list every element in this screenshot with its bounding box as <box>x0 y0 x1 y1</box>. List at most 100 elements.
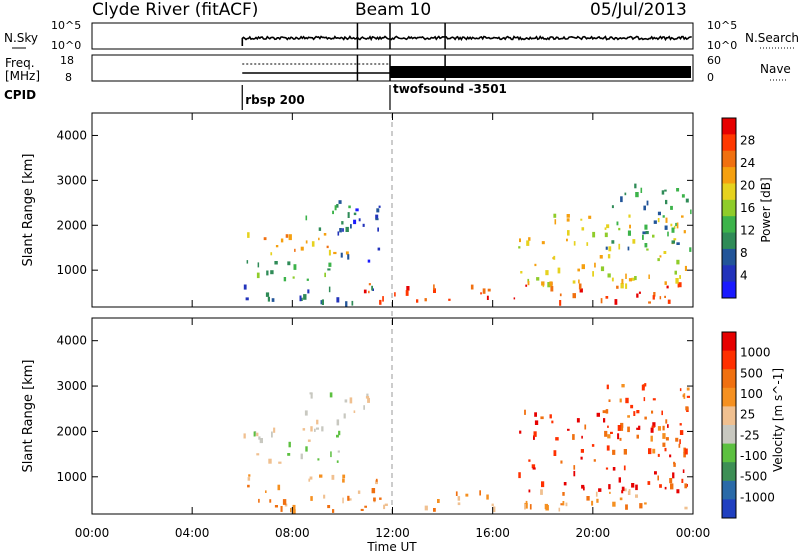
heatmap-cell <box>646 248 649 251</box>
heatmap-cell <box>592 231 596 238</box>
heatmap-cell <box>690 209 692 215</box>
heatmap-cell <box>620 426 624 431</box>
heatmap-cell <box>513 297 516 300</box>
heatmap-cell <box>572 293 576 299</box>
heatmap-cell <box>433 284 435 290</box>
heatmap-cell <box>661 190 665 195</box>
heatmap-cell <box>371 488 376 494</box>
heatmap-cell <box>681 215 684 218</box>
freq-trace <box>242 55 691 81</box>
heatmap-cell <box>378 205 381 208</box>
heatmap-cell <box>619 398 622 403</box>
cpid-mode-label: rbsp 200 <box>245 93 304 107</box>
heatmap-cell <box>672 472 675 479</box>
heatmap-cell <box>580 449 584 453</box>
heatmap-cell <box>580 218 583 221</box>
heatmap-cell <box>292 509 296 514</box>
heatmap-cell <box>256 453 260 456</box>
heatmap-cell <box>679 439 681 445</box>
heatmap-cell <box>675 222 677 227</box>
colorbar-segment <box>722 183 736 201</box>
heatmap-cell <box>628 278 632 282</box>
heatmap-cell <box>372 288 374 291</box>
heatmap-cell <box>652 448 656 454</box>
freq-left-tick-top: 18 <box>60 54 74 67</box>
heatmap-cell <box>560 503 564 506</box>
heatmap-cell <box>610 431 613 434</box>
heatmap-cell <box>648 274 650 279</box>
heatmap-cell <box>524 502 528 509</box>
heatmap-cell <box>340 252 343 258</box>
heatmap-cell <box>659 484 662 488</box>
heatmap-cell <box>581 435 583 439</box>
freq-dense-block <box>389 66 691 78</box>
heatmap-cell <box>524 409 526 415</box>
heatmap-cell <box>518 472 521 479</box>
heatmap-cell <box>345 251 349 255</box>
heatmap-cell <box>586 242 589 246</box>
heatmap-cell <box>611 240 615 244</box>
freq-label-line2: [MHz] <box>5 69 40 83</box>
heatmap-cell <box>529 504 532 510</box>
heatmap-cell <box>338 430 341 436</box>
noise-right-label: N.Search <box>745 31 799 45</box>
heatmap-cell <box>577 268 580 272</box>
heatmap-cell <box>487 288 491 292</box>
heatmap-cell <box>337 231 340 236</box>
heatmap-cell <box>644 243 648 248</box>
heatmap-cell <box>674 270 677 275</box>
x-tick-label: 20:00 <box>576 526 611 540</box>
colorbar-tick-label: 100 <box>740 387 763 401</box>
heatmap-cell <box>534 420 539 425</box>
heatmap-cell <box>623 465 626 471</box>
heatmap-cell <box>605 467 609 470</box>
heatmap-cell <box>606 384 609 390</box>
heatmap-cell <box>606 445 610 451</box>
heatmap-cell <box>644 416 647 420</box>
heatmap-cell <box>455 491 458 496</box>
heatmap-cell <box>664 281 667 285</box>
heatmap-cell <box>657 426 661 431</box>
heatmap-cell <box>332 509 335 513</box>
heatmap-cell <box>665 199 668 205</box>
heatmap-cell <box>554 219 557 225</box>
heatmap-cell <box>662 433 666 439</box>
heatmap-cell <box>520 271 523 274</box>
heatmap-cell <box>405 290 409 296</box>
heatmap-cell <box>345 301 348 307</box>
heatmap-cell <box>684 483 688 489</box>
colorbar-segment <box>722 425 736 445</box>
heatmap-cell <box>572 280 576 284</box>
heatmap-cell <box>257 262 260 268</box>
heatmap-cell <box>287 261 291 266</box>
heatmap-cell <box>302 428 306 431</box>
heatmap-cell <box>578 283 582 290</box>
heatmap-cell <box>673 225 676 229</box>
heatmap-cell <box>648 448 652 455</box>
heatmap-cell <box>258 498 260 503</box>
heatmap-cell <box>662 442 666 447</box>
heatmap-cell <box>433 508 436 512</box>
heatmap-cell <box>606 224 610 229</box>
heatmap-cell <box>550 285 554 292</box>
heatmap-cell <box>583 486 585 491</box>
colorbar-segment <box>722 248 736 266</box>
heatmap-cell <box>684 448 688 455</box>
heatmap-cell <box>664 189 667 192</box>
heatmap-cell <box>465 493 469 497</box>
heatmap-cell <box>518 246 521 249</box>
heatmap-cell <box>685 406 689 411</box>
heatmap-cell <box>318 227 322 231</box>
y-tick-label: 1000 <box>56 263 87 277</box>
heatmap-cell <box>265 292 270 297</box>
cpid-label: CPID <box>4 88 36 102</box>
colorbar-tick-label: 16 <box>740 201 755 215</box>
heatmap-cell <box>627 246 630 251</box>
heatmap-cell <box>309 476 313 480</box>
heatmap-cell <box>567 428 570 431</box>
heatmap-cell <box>320 300 323 305</box>
heatmap-cell <box>679 275 681 279</box>
heatmap-cell <box>608 484 611 490</box>
heatmap-cell <box>654 471 657 475</box>
heatmap-cell <box>664 225 668 230</box>
